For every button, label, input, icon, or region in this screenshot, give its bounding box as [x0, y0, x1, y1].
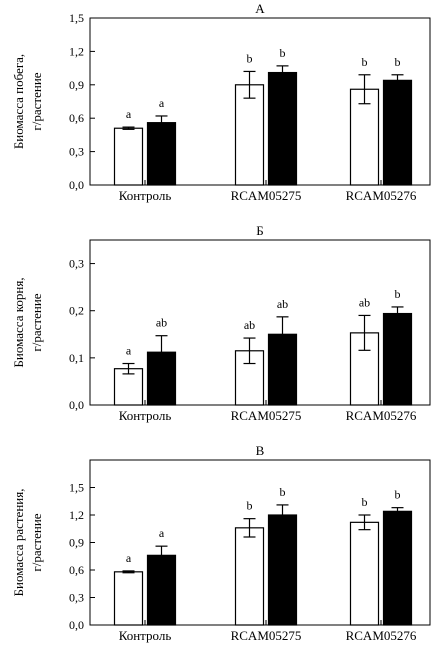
category-label: Контроль — [119, 408, 172, 423]
bar — [234, 84, 265, 186]
y-axis-label-line: г/растение — [29, 513, 44, 571]
bar — [113, 127, 144, 186]
category-label: RCAM05276 — [346, 408, 417, 423]
significance-label: b — [280, 485, 286, 499]
y-tick-label: 0,3 — [69, 145, 84, 159]
bar — [113, 571, 144, 626]
y-tick-label: 0,3 — [69, 591, 84, 605]
y-tick-label: 0,0 — [69, 398, 84, 412]
significance-label: b — [280, 46, 286, 60]
chart-panel-1: А 0,0 0,3 0,6 0,9 1,2 1,5 Биомасса побега, г/рас… — [11, 1, 431, 203]
significance-label: ab — [359, 295, 370, 309]
chart-panel-3: В 0,0 0,3 0,6 0,9 1,2 1,5 Биомасса растения, г/р… — [11, 443, 431, 643]
panel-title: В — [256, 443, 265, 458]
significance-label: ab — [277, 297, 288, 311]
y-axis-label-line: г/растение — [29, 72, 44, 130]
significance-label: b — [362, 495, 368, 509]
significance-label: a — [159, 96, 165, 110]
bar — [234, 527, 265, 626]
y-tick-label: 1,5 — [69, 481, 84, 495]
y-tick-label: 0,3 — [69, 257, 84, 271]
significance-label: b — [395, 488, 401, 502]
y-tick-label: 1,5 — [69, 11, 84, 25]
significance-label: a — [126, 107, 132, 121]
bar — [267, 514, 298, 626]
y-tick-label: 0,1 — [69, 351, 84, 365]
category-label: RCAM05276 — [346, 628, 417, 643]
category-label: RCAM05275 — [231, 408, 302, 423]
bar — [382, 312, 413, 406]
significance-label: a — [126, 344, 132, 358]
significance-label: b — [247, 51, 253, 65]
y-tick-label: 1,2 — [69, 44, 84, 58]
y-tick-label: 0,0 — [69, 618, 84, 632]
y-tick-label: 0,0 — [69, 178, 84, 192]
significance-label: b — [247, 499, 253, 513]
y-tick-label: 0,9 — [69, 536, 84, 550]
y-tick-label: 1,2 — [69, 508, 84, 522]
category-label: RCAM05275 — [231, 188, 302, 203]
y-tick-label: 0,6 — [69, 563, 84, 577]
significance-label: ab — [244, 318, 255, 332]
y-tick-label: 0,2 — [69, 304, 84, 318]
panel-title: Б — [256, 223, 263, 238]
y-axis-label-line: Биомасса побега, — [11, 54, 26, 149]
bar — [382, 79, 413, 186]
bar — [146, 554, 177, 626]
y-axis-label: Биомасса корня, г/растение — [11, 277, 44, 367]
bar — [146, 122, 177, 186]
significance-label: b — [395, 287, 401, 301]
significance-label: ab — [156, 316, 167, 330]
bar — [267, 71, 298, 186]
category-label: Контроль — [119, 188, 172, 203]
y-tick-label: 0,6 — [69, 111, 84, 125]
panel-title: А — [255, 1, 265, 16]
y-tick-label: 0,9 — [69, 78, 84, 92]
significance-label: b — [395, 55, 401, 69]
category-label: RCAM05275 — [231, 628, 302, 643]
bar — [382, 510, 413, 626]
category-label: Контроль — [119, 628, 172, 643]
chart-panel-2: Б 0,0 0,1 0,2 0,3 Биомасса корня, г/растение Ко… — [11, 223, 431, 423]
y-axis-label-line: г/растение — [29, 293, 44, 351]
significance-label: a — [159, 526, 165, 540]
significance-label: b — [362, 55, 368, 69]
bar — [349, 521, 380, 626]
category-label: RCAM05276 — [346, 188, 417, 203]
y-axis-label: Биомасса побега, г/растение — [11, 54, 44, 149]
y-axis-label: Биомасса растения, г/растение — [11, 489, 44, 597]
significance-label: a — [126, 551, 132, 565]
y-axis-label-line: Биомасса растения, — [11, 489, 26, 597]
y-axis-label-line: Биомасса корня, — [11, 277, 26, 367]
